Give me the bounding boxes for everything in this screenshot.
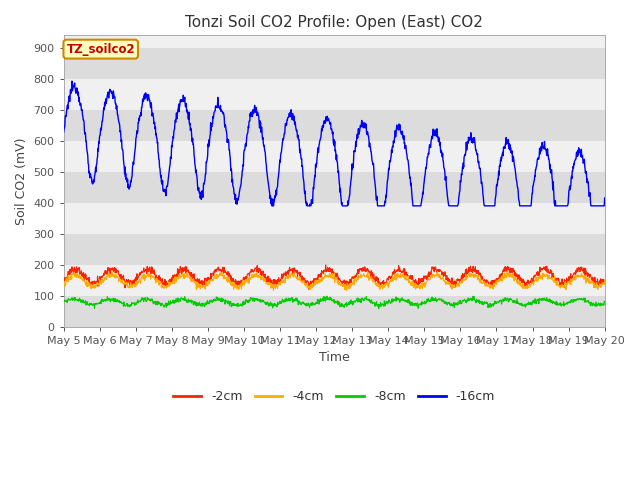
- Bar: [64, 172, 605, 203]
- X-axis label: Time: Time: [319, 351, 349, 364]
- Bar: [64, 79, 605, 110]
- Y-axis label: Soil CO2 (mV): Soil CO2 (mV): [15, 137, 28, 225]
- Legend: -2cm, -4cm, -8cm, -16cm: -2cm, -4cm, -8cm, -16cm: [168, 385, 500, 408]
- Bar: [64, 110, 605, 141]
- Bar: [64, 234, 605, 265]
- Bar: [64, 141, 605, 172]
- Bar: [64, 48, 605, 79]
- Bar: [64, 296, 605, 327]
- Title: Tonzi Soil CO2 Profile: Open (East) CO2: Tonzi Soil CO2 Profile: Open (East) CO2: [185, 15, 483, 30]
- Bar: [64, 203, 605, 234]
- Bar: [64, 265, 605, 296]
- Text: TZ_soilco2: TZ_soilco2: [67, 43, 135, 56]
